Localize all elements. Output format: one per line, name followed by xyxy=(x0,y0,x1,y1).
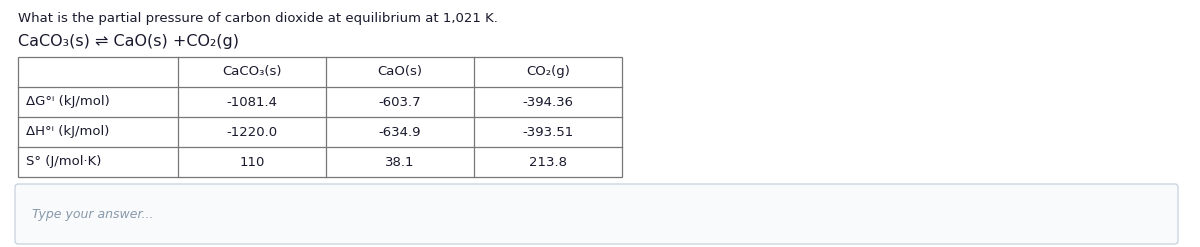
Text: CaCO₃(s): CaCO₃(s) xyxy=(222,65,282,79)
FancyBboxPatch shape xyxy=(14,184,1178,244)
Text: 110: 110 xyxy=(239,156,265,168)
Text: 213.8: 213.8 xyxy=(529,156,568,168)
Text: Type your answer...: Type your answer... xyxy=(32,207,154,221)
Text: CO₂(g): CO₂(g) xyxy=(526,65,570,79)
Text: What is the partial pressure of carbon dioxide at equilibrium at 1,021 K.: What is the partial pressure of carbon d… xyxy=(18,12,498,25)
Text: -603.7: -603.7 xyxy=(379,96,421,108)
Text: -394.36: -394.36 xyxy=(522,96,574,108)
Bar xyxy=(18,57,622,177)
Text: CaCO₃(s) ⇌ CaO(s) +CO₂(g): CaCO₃(s) ⇌ CaO(s) +CO₂(g) xyxy=(18,34,239,49)
Text: ΔH°ⁱ (kJ/mol): ΔH°ⁱ (kJ/mol) xyxy=(26,125,109,139)
Text: -393.51: -393.51 xyxy=(522,125,574,139)
Text: -1220.0: -1220.0 xyxy=(227,125,277,139)
Text: -1081.4: -1081.4 xyxy=(227,96,277,108)
Text: CaO(s): CaO(s) xyxy=(378,65,422,79)
Text: ΔG°ⁱ (kJ/mol): ΔG°ⁱ (kJ/mol) xyxy=(26,96,109,108)
Text: 38.1: 38.1 xyxy=(385,156,415,168)
Text: S° (J/mol·K): S° (J/mol·K) xyxy=(26,156,101,168)
Text: -634.9: -634.9 xyxy=(379,125,421,139)
